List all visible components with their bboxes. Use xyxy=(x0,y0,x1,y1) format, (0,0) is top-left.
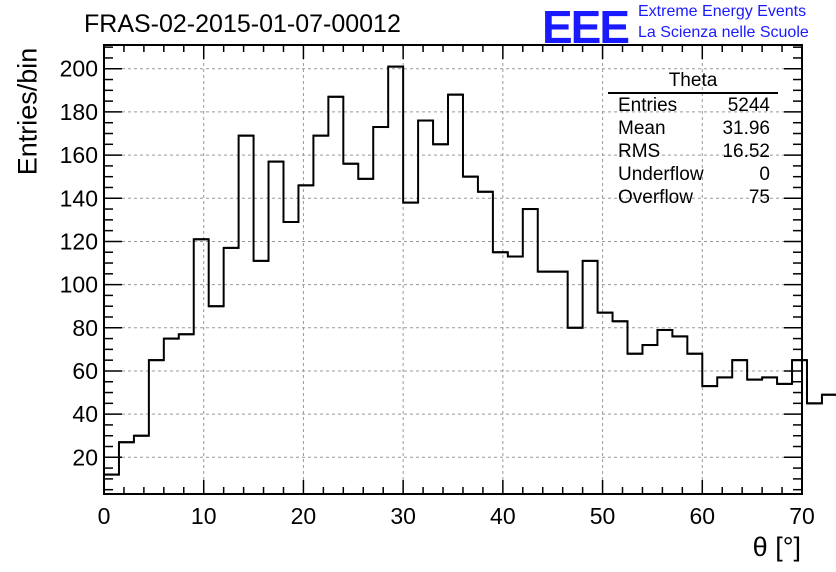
stats-label: Entries xyxy=(618,95,678,116)
x-tick-label: 40 xyxy=(490,503,516,529)
stats-value: 16.52 xyxy=(722,141,770,162)
stats-label: RMS xyxy=(618,141,661,162)
y-tick-label: 100 xyxy=(60,272,98,298)
y-tick-label: 120 xyxy=(60,228,98,254)
histogram-outline xyxy=(104,65,836,476)
y-tick-label: 60 xyxy=(72,358,98,384)
logo-caption-line2: La Scienza nelle Scuole xyxy=(638,24,809,41)
stats-label: Underflow xyxy=(618,164,704,185)
stats-row-underflow: Underflow 0 xyxy=(608,163,778,186)
stats-label: Mean xyxy=(618,118,666,139)
stats-row-entries: Entries 5244 xyxy=(608,94,778,117)
eee-logo: EEE xyxy=(542,1,630,53)
y-tick-label: 20 xyxy=(72,444,98,470)
stats-row-mean: Mean 31.96 xyxy=(608,117,778,140)
x-tick-label: 60 xyxy=(689,503,715,529)
grid-lines xyxy=(104,45,802,494)
y-tick-label: 140 xyxy=(60,185,98,211)
x-axis-label: θ [°] xyxy=(752,532,801,562)
x-tick-label: 70 xyxy=(789,503,815,529)
x-tick-label: 10 xyxy=(191,503,217,529)
y-tick-label: 180 xyxy=(60,99,98,125)
stats-row-overflow: Overflow 75 xyxy=(608,186,778,209)
x-tick-label: 20 xyxy=(291,503,317,529)
stats-row-rms: RMS 16.52 xyxy=(608,140,778,163)
stats-value: 0 xyxy=(759,164,770,185)
y-tick-label: 200 xyxy=(60,56,98,82)
stats-value: 5244 xyxy=(727,95,770,116)
stats-value: 31.96 xyxy=(722,118,770,139)
logo-caption-line1: Extreme Energy Events xyxy=(638,3,807,20)
axes: 0 10 20 30 40 50 60 70 20 40 60 80 100 120 140 160 180 20… xyxy=(60,44,815,529)
plot-title: FRAS-02-2015-01-07-00012 xyxy=(84,10,401,38)
y-tick-label: 80 xyxy=(72,315,98,341)
stats-box: Theta Entries 5244 Mean 31.96 RMS 16.52 … xyxy=(608,70,778,209)
x-tick-label: 50 xyxy=(590,503,616,529)
y-tick-label: 160 xyxy=(60,142,98,168)
x-tick-label: 0 xyxy=(98,503,111,529)
x-tick-label: 30 xyxy=(390,503,416,529)
stats-value: 75 xyxy=(748,187,770,208)
y-axis-label: Entries/bin xyxy=(12,47,43,176)
histogram-series xyxy=(104,65,836,476)
stats-title: Theta xyxy=(608,70,778,94)
plot-frame xyxy=(103,44,803,495)
y-tick-label: 40 xyxy=(72,401,98,427)
stats-label: Overflow xyxy=(618,187,693,208)
